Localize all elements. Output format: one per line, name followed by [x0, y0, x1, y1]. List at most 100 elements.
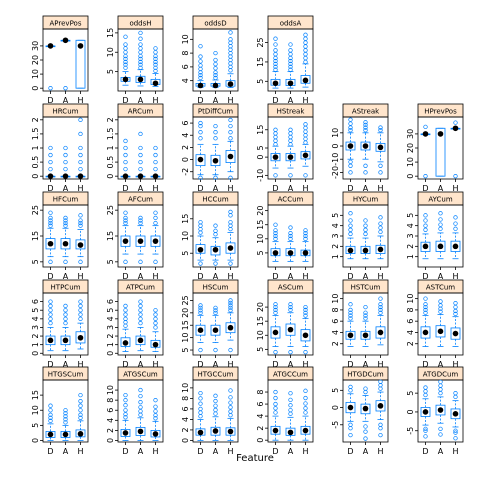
median-dot [47, 337, 54, 344]
y-tick-label: 5 [106, 259, 115, 264]
outlier-point [348, 121, 353, 126]
outlier-point [123, 320, 128, 325]
x-tick-label: H [152, 272, 158, 281]
box-d [420, 124, 431, 179]
outlier-point [438, 226, 443, 231]
outlier-point [198, 396, 203, 401]
outlier-point [63, 166, 68, 172]
outlier-point [288, 142, 293, 147]
iqr-box [75, 239, 86, 250]
y-tick-label: 10 [256, 330, 265, 340]
outlier-point [198, 130, 203, 135]
median-dot [302, 427, 309, 434]
outlier-point [123, 398, 128, 403]
outlier-point [78, 213, 83, 218]
outlier-point [303, 233, 308, 239]
outlier-point [228, 37, 233, 42]
outlier-point [438, 426, 443, 431]
outlier-point [48, 145, 53, 151]
x-tick-label: D [47, 360, 53, 369]
outlier-point [228, 61, 233, 66]
outlier-point [138, 65, 143, 70]
y-tick-label: 4 [331, 223, 340, 228]
outlier-point [228, 213, 233, 218]
outlier-point [138, 400, 143, 405]
median-dot [362, 143, 369, 149]
y-tick-label: 1 [406, 254, 415, 259]
x-tick-label: H [377, 184, 383, 193]
outlier-point [303, 59, 308, 65]
y-tick-label: 30 [31, 41, 40, 51]
outlier-point [273, 58, 278, 64]
outlier-point [48, 210, 53, 215]
outlier-point [288, 304, 293, 310]
outlier-point [303, 173, 308, 178]
y-tick-label: -10 [256, 169, 265, 182]
outlier-point [78, 145, 83, 151]
outlier-point [303, 48, 308, 53]
y-tick-label: 6 [106, 299, 115, 304]
y-tick-label: 3 [331, 233, 340, 238]
box-h [375, 379, 386, 438]
y-tick-label: -10 [331, 153, 340, 166]
median-dot [362, 332, 369, 339]
outlier-point [438, 211, 443, 216]
outlier-point [48, 415, 53, 420]
outlier-point [438, 379, 443, 385]
outlier-point [288, 138, 293, 143]
outlier-point [228, 130, 233, 135]
outlier-point [138, 412, 143, 417]
iqr-box [345, 330, 356, 340]
box-a [285, 225, 296, 262]
y-tick-label: 5 [331, 388, 340, 393]
box-d [195, 44, 206, 89]
outlier-point [378, 125, 383, 130]
y-tick-label: -5 [331, 421, 340, 429]
panel-title: ATPCum [126, 284, 155, 292]
outlier-point [213, 61, 218, 67]
y-tick-label: 2 [331, 341, 340, 346]
outlier-point [78, 299, 83, 304]
iqr-box [375, 142, 386, 152]
outlier-point [78, 303, 83, 309]
outlier-point [348, 227, 353, 232]
x-tick-label: A [288, 96, 294, 105]
outlier-point [273, 64, 278, 69]
iqr-box [300, 151, 311, 160]
outlier-point [198, 261, 203, 266]
box-a [210, 305, 221, 353]
y-tick-label: 10 [331, 294, 340, 304]
median-dot [347, 247, 354, 254]
outlier-point [423, 223, 428, 228]
panel-afcum: AFCum 5 15 25 D A H [106, 191, 164, 281]
outlier-point [228, 223, 233, 228]
outlier-point [198, 410, 203, 415]
median-dot [212, 428, 219, 434]
box-a [60, 303, 71, 352]
iqr-box [435, 127, 446, 177]
median-dot [347, 404, 354, 411]
y-tick-label: 6 [31, 299, 40, 304]
y-tick-label: 5 [31, 308, 40, 313]
box-h [225, 209, 236, 266]
iqr-box [195, 154, 206, 167]
panel-title: HTGSCum [48, 371, 84, 379]
y-tick-label: 0 [31, 351, 40, 356]
median-dot [62, 240, 69, 247]
outlier-point [453, 221, 458, 226]
outlier-point [378, 163, 383, 168]
x-tick-label: A [288, 272, 294, 281]
iqr-box [300, 329, 311, 342]
median-dot [287, 250, 294, 256]
box-d [45, 299, 56, 352]
outlier-point [363, 316, 368, 321]
outlier-point [198, 308, 203, 313]
box-a [360, 304, 371, 347]
outlier-point [153, 308, 158, 313]
outlier-point [153, 46, 158, 51]
outlier-point [228, 47, 233, 52]
median-dot [122, 76, 129, 83]
y-tick-label: 10 [181, 34, 190, 44]
iqr-box [360, 403, 371, 415]
outlier-point [153, 215, 158, 221]
